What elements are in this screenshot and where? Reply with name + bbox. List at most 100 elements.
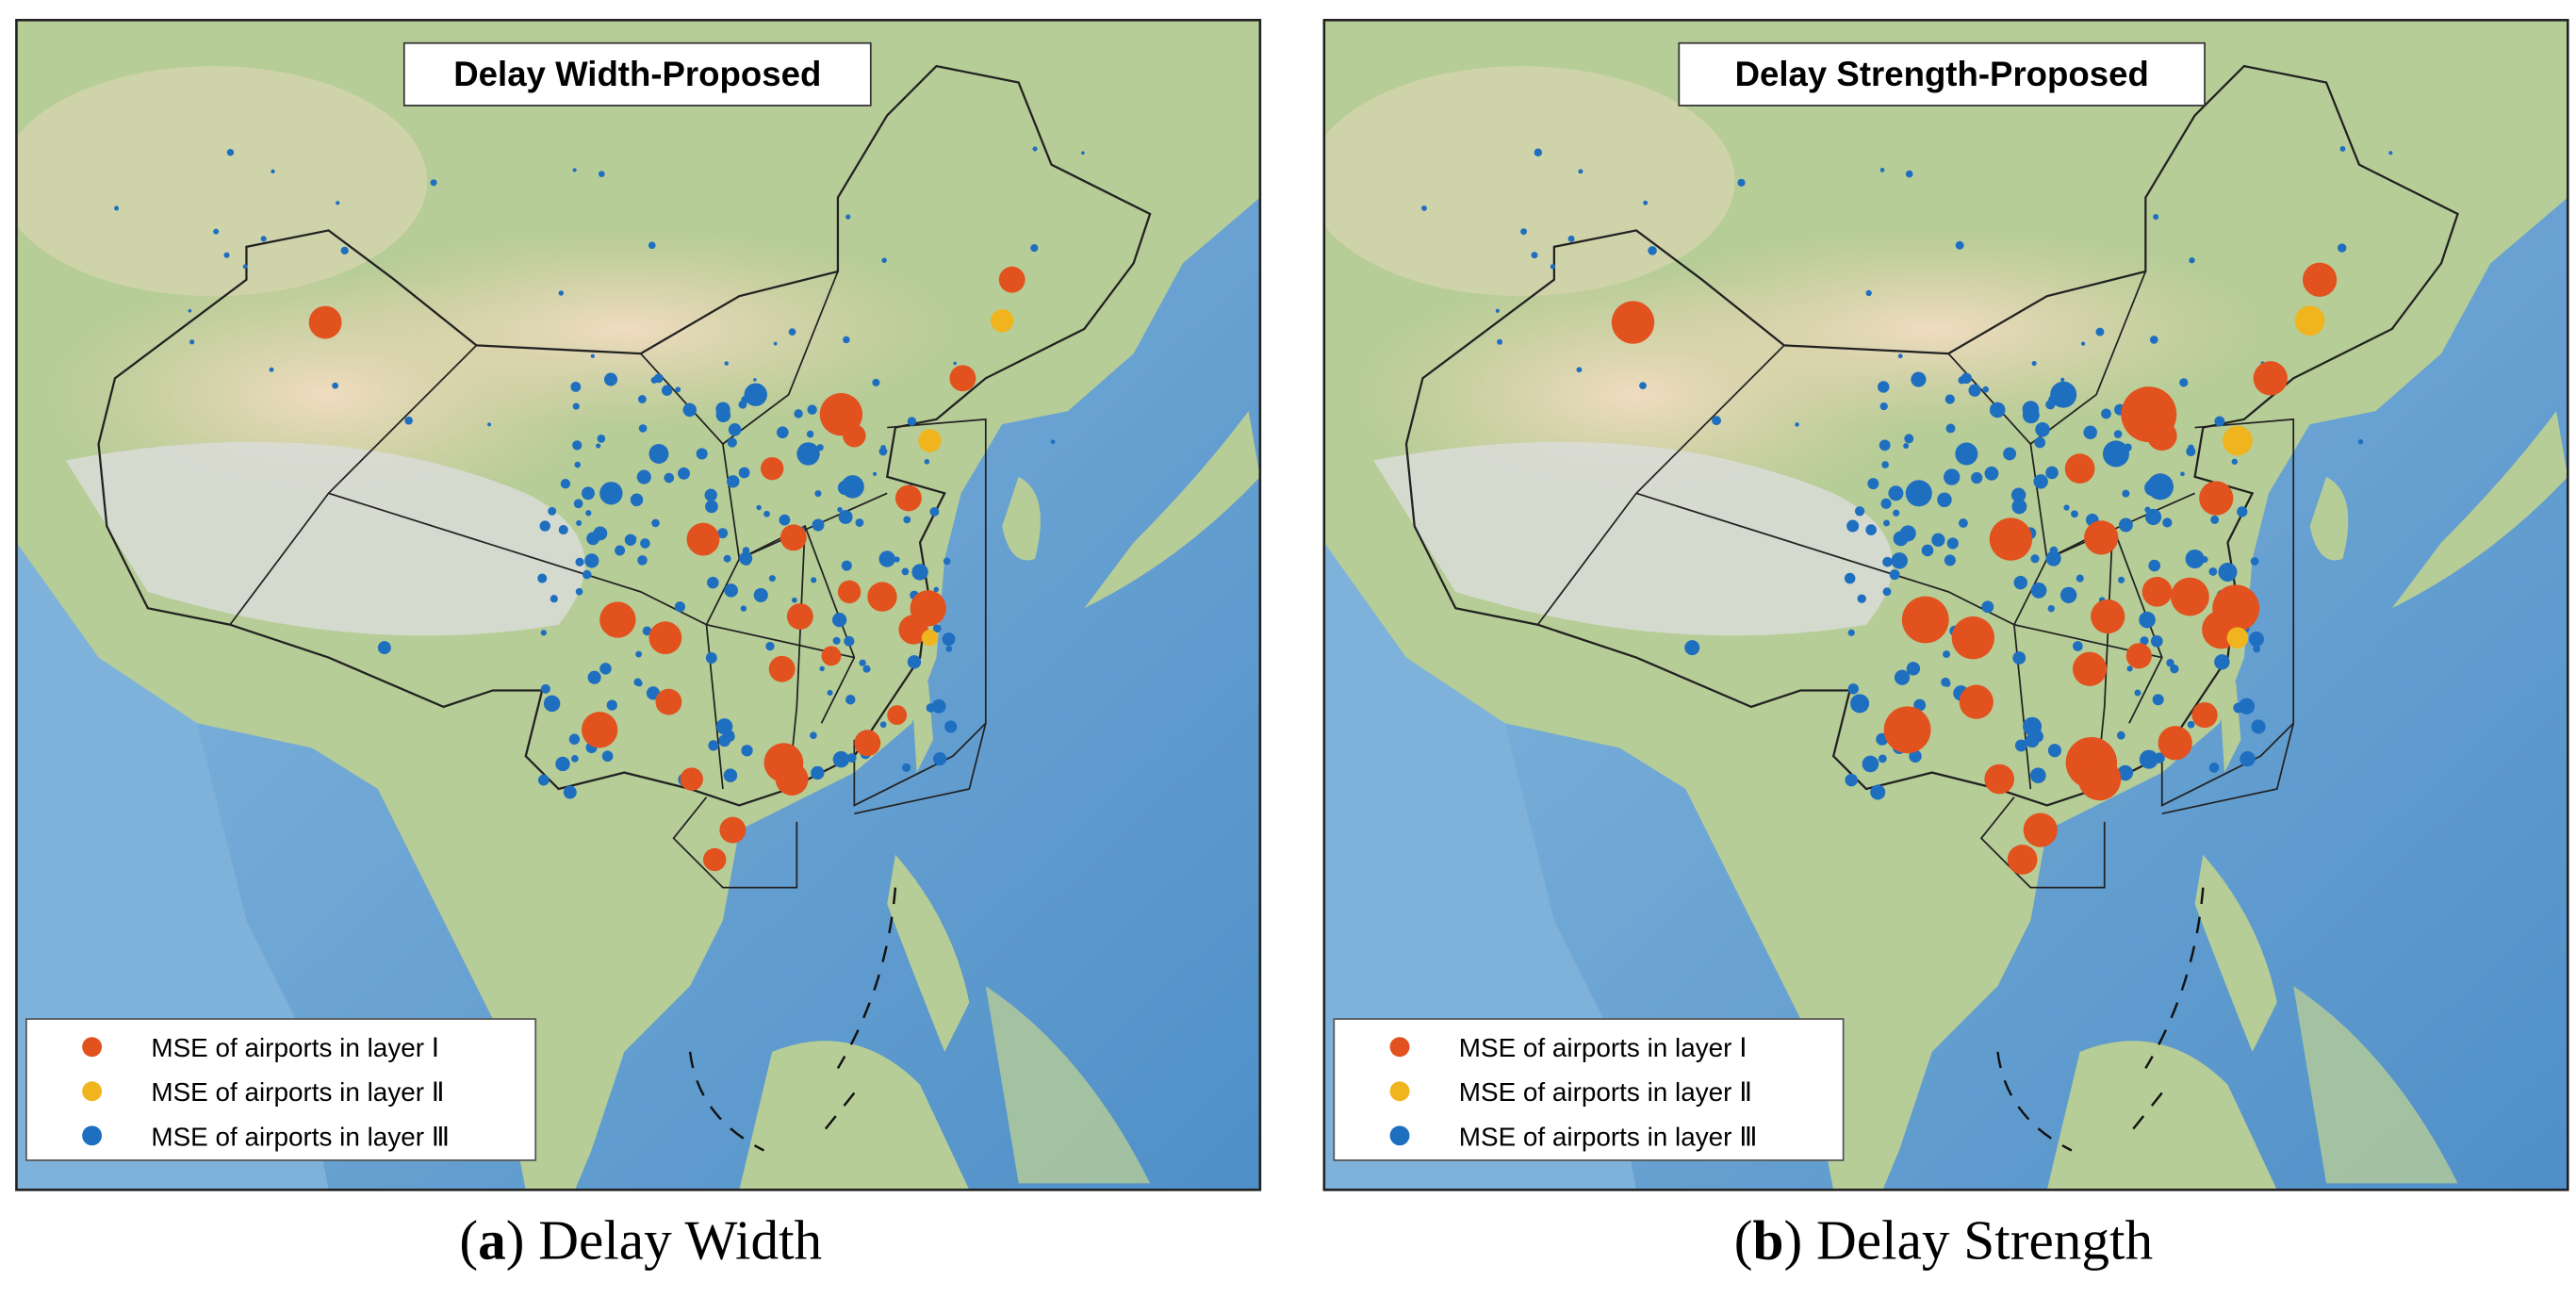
airport-dot <box>887 705 908 726</box>
airport-dot <box>537 774 550 786</box>
airport-dot <box>779 514 791 526</box>
airport-dot <box>846 753 857 763</box>
airport-dot <box>1421 205 1427 211</box>
airport-dot <box>2095 327 2105 337</box>
airport-dot <box>812 518 825 532</box>
airport-dot <box>2218 562 2238 582</box>
airport-dot <box>1847 683 1860 695</box>
airport-dot <box>837 506 843 513</box>
airport-dot <box>1913 698 1927 712</box>
airport-dot <box>540 630 547 636</box>
airport-dot <box>582 569 592 580</box>
airport-dot <box>727 437 737 448</box>
airport-dot <box>1846 519 1860 533</box>
airport-dot <box>2152 694 2164 706</box>
airport-dot <box>1982 386 1990 393</box>
airport-dot <box>2117 764 2134 781</box>
airport-dot <box>1959 684 1994 719</box>
legend-label: MSE of airports in layer Ⅱ <box>151 1077 444 1107</box>
airport-dot <box>1081 151 1085 156</box>
airport-dot <box>2237 506 2248 517</box>
airport-dot <box>2072 651 2108 686</box>
airport-dot <box>226 149 235 156</box>
airport-dot <box>723 768 738 782</box>
airport-dot <box>2076 574 2084 583</box>
airport-dot <box>606 699 617 711</box>
airport-dot <box>2171 577 2209 616</box>
airport-dot <box>756 504 762 511</box>
airport-dot <box>2050 381 2077 408</box>
airport-dot <box>2339 145 2346 152</box>
airport-dot <box>539 520 550 532</box>
airport-dot <box>704 488 717 501</box>
airport-dot <box>723 554 731 563</box>
airport-dot <box>2149 336 2158 344</box>
airport-dot <box>2073 641 2083 651</box>
airport-dot <box>1938 535 1945 542</box>
airport-dot <box>2146 473 2174 501</box>
airport-dot <box>573 499 583 509</box>
panel-title: Delay Strength-Proposed <box>1735 55 2149 93</box>
airport-dot <box>1844 572 1856 584</box>
airport-dot <box>1712 416 1722 426</box>
airport-dot <box>2071 510 2078 518</box>
airport-dot <box>1867 478 1879 490</box>
airport-dot <box>377 641 391 655</box>
airport-dot <box>949 365 976 392</box>
airport-dot <box>1989 517 2033 561</box>
airport-dot <box>584 553 599 568</box>
airport-dot <box>308 305 342 339</box>
airport-dot <box>631 535 637 542</box>
airport-dot <box>901 567 910 576</box>
airport-dot <box>903 516 911 524</box>
airport-dot <box>2231 458 2239 466</box>
airport-dot <box>1904 434 1914 444</box>
airport-dot <box>1862 755 1879 773</box>
airport-dot <box>2144 508 2162 526</box>
airport-dot <box>902 763 911 772</box>
airport-dot <box>717 528 729 539</box>
airport-dot <box>2060 377 2065 382</box>
legend-swatch <box>1389 1125 1410 1146</box>
airport-dot <box>724 361 729 366</box>
airport-dot <box>841 475 864 499</box>
airport-dot <box>1032 146 1038 152</box>
airport-dot <box>674 601 685 613</box>
airport-dot <box>2118 576 2125 583</box>
airport-dot <box>2141 577 2173 607</box>
airport-dot <box>2045 466 2059 480</box>
caption-part: ( <box>459 1209 478 1272</box>
airport-dot <box>2253 645 2261 653</box>
airport-dot <box>738 467 750 479</box>
airport-dot <box>2139 611 2156 629</box>
airport-dot <box>1865 289 1872 297</box>
airport-dot <box>599 601 636 638</box>
airport-dot <box>2003 447 2017 461</box>
legend-label: MSE of airports in layer Ⅲ <box>1459 1122 1758 1151</box>
airport-dot <box>881 257 887 263</box>
airport-dot <box>1534 148 1543 156</box>
airport-dot <box>1901 596 1949 644</box>
airport-dot <box>2186 446 2196 457</box>
airport-dot <box>336 201 340 205</box>
airport-dot <box>859 659 866 666</box>
airport-dot <box>550 595 558 603</box>
airport-dot <box>2238 698 2256 714</box>
airport-dot <box>2302 262 2338 297</box>
airport-dot <box>2122 489 2130 498</box>
legend-swatch <box>82 1037 103 1058</box>
airport-dot <box>768 655 796 682</box>
airport-dot <box>2179 378 2189 387</box>
airport-dot <box>430 179 437 187</box>
airport-dot <box>2091 599 2125 634</box>
airport-dot <box>2080 341 2086 346</box>
airport-dot <box>487 422 492 427</box>
legend-box <box>1333 1018 1845 1161</box>
caption-part: ) Delay Strength <box>1783 1209 2153 1272</box>
airport-dot <box>2166 659 2174 667</box>
caption: (a) Delay Width <box>459 1209 822 1272</box>
airport-dot <box>271 169 275 174</box>
airport-dot <box>1883 519 1891 527</box>
